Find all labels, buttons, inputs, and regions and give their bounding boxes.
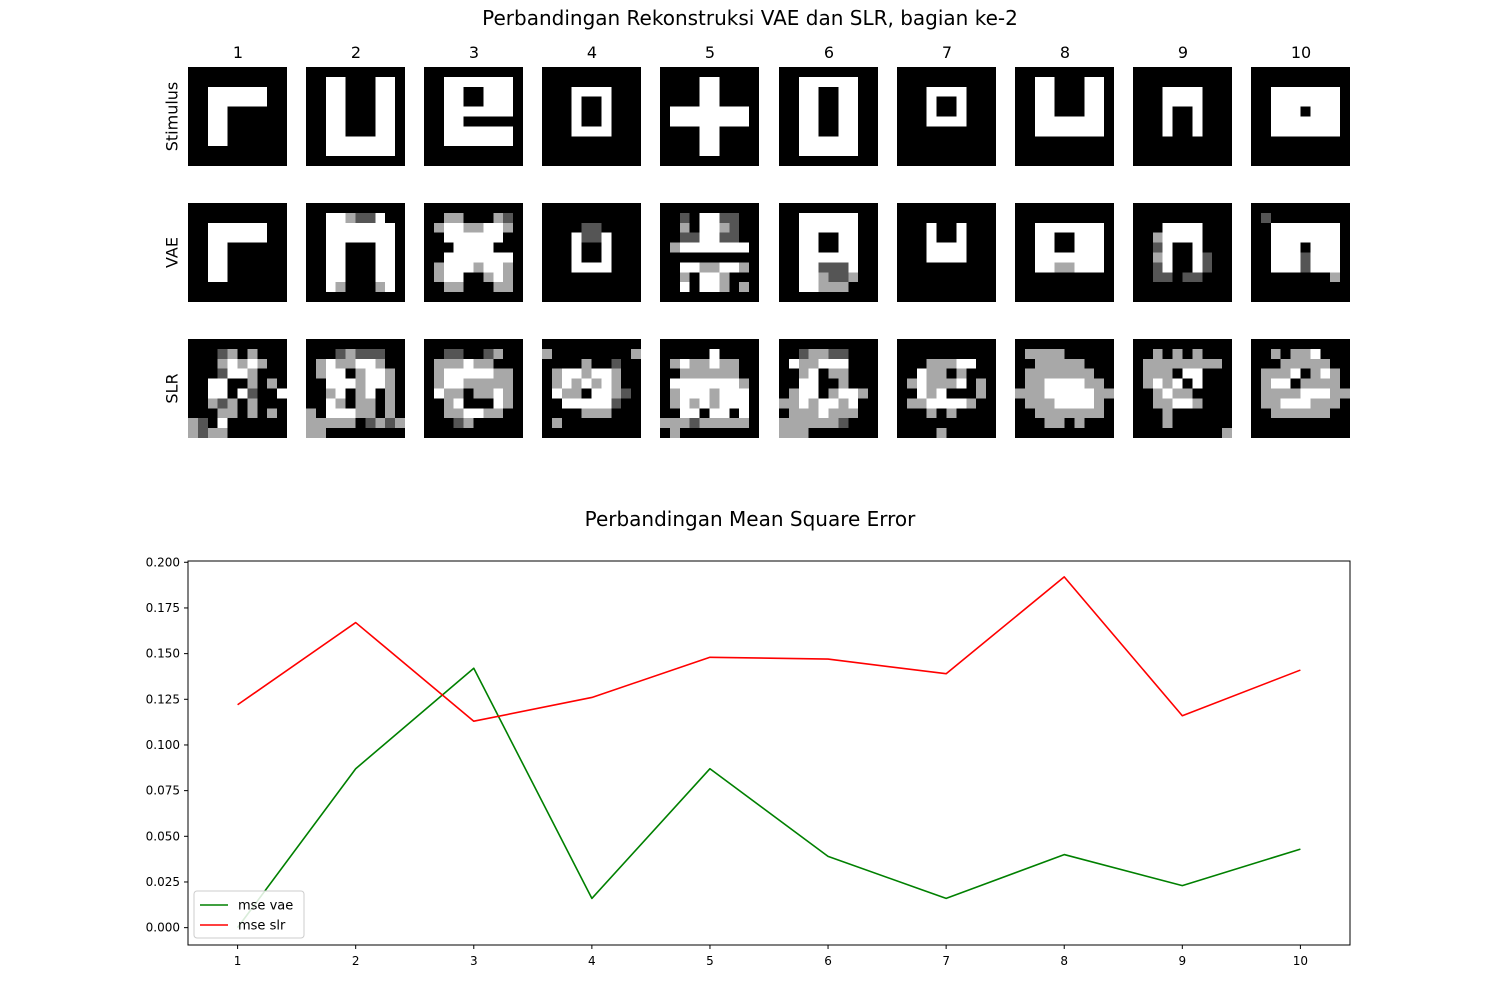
x-tick-label: 10 <box>1293 954 1308 968</box>
vae-tile-5 <box>660 203 759 302</box>
column-label-8: 8 <box>1059 43 1071 62</box>
stimulus-tile-6 <box>779 67 878 166</box>
slr-tile-3 <box>424 339 523 438</box>
column-label-10: 10 <box>1290 43 1312 62</box>
slr-tile-2 <box>306 339 405 438</box>
slr-tile-8 <box>1015 339 1114 438</box>
column-label-6: 6 <box>823 43 835 62</box>
y-tick-label: 0.000 <box>146 921 180 935</box>
vae-tile-9 <box>1133 203 1232 302</box>
y-tick-label: 0.175 <box>146 601 180 615</box>
vae-tile-7 <box>897 203 996 302</box>
vae-tile-6 <box>779 203 878 302</box>
x-tick-label: 2 <box>352 954 360 968</box>
y-tick-label: 0.150 <box>146 647 180 661</box>
stimulus-tile-7 <box>897 67 996 166</box>
slr-tile-9 <box>1133 339 1232 438</box>
series-line-mse-vae <box>236 667 1301 929</box>
column-label-9: 9 <box>1177 43 1189 62</box>
y-tick-label: 0.025 <box>146 875 180 889</box>
series-line-mse-slr <box>237 576 1301 723</box>
stimulus-tile-4 <box>542 67 641 166</box>
y-tick-label: 0.100 <box>146 738 180 752</box>
column-label-4: 4 <box>586 43 598 62</box>
vae-tile-8 <box>1015 203 1114 302</box>
column-label-1: 1 <box>232 43 244 62</box>
x-tick-label: 8 <box>1060 954 1068 968</box>
column-label-2: 2 <box>350 43 362 62</box>
x-tick-label: 3 <box>470 954 478 968</box>
stimulus-tile-5 <box>660 67 759 166</box>
vae-tile-2 <box>306 203 405 302</box>
x-tick-label: 7 <box>942 954 950 968</box>
figure-title: Perbandingan Rekonstruksi VAE dan SLR, b… <box>482 6 1018 30</box>
slr-tile-6 <box>779 339 878 438</box>
x-tick-label: 6 <box>824 954 832 968</box>
vae-tile-3 <box>424 203 523 302</box>
mse-chart-title: Perbandingan Mean Square Error <box>584 507 916 531</box>
stimulus-tile-10 <box>1251 67 1350 166</box>
stimulus-tile-1 <box>188 67 287 166</box>
slr-tile-5 <box>660 339 759 438</box>
y-tick-label: 0.075 <box>146 784 180 798</box>
stimulus-tile-3 <box>424 67 523 166</box>
stimulus-tile-9 <box>1133 67 1232 166</box>
x-tick-label: 1 <box>234 954 242 968</box>
x-tick-label: 9 <box>1178 954 1186 968</box>
y-tick-label: 0.125 <box>146 692 180 706</box>
x-tick-label: 4 <box>588 954 596 968</box>
stimulus-tile-2 <box>306 67 405 166</box>
y-tick-label: 0.200 <box>146 555 180 569</box>
vae-tile-4 <box>542 203 641 302</box>
column-label-3: 3 <box>468 43 480 62</box>
slr-tile-4 <box>542 339 641 438</box>
column-label-7: 7 <box>941 43 953 62</box>
slr-tile-10 <box>1251 339 1350 438</box>
stimulus-tile-8 <box>1015 67 1114 166</box>
y-tick-label: 0.050 <box>146 829 180 843</box>
legend-label: mse vae <box>238 899 293 914</box>
plot-frame <box>187 560 1351 946</box>
column-label-5: 5 <box>704 43 716 62</box>
vae-tile-1 <box>188 203 287 302</box>
slr-tile-7 <box>897 339 996 438</box>
x-tick-label: 5 <box>706 954 714 968</box>
slr-tile-1 <box>188 339 287 438</box>
vae-tile-10 <box>1251 203 1350 302</box>
legend-label: mse slr <box>238 919 286 934</box>
legend-box <box>193 890 305 939</box>
